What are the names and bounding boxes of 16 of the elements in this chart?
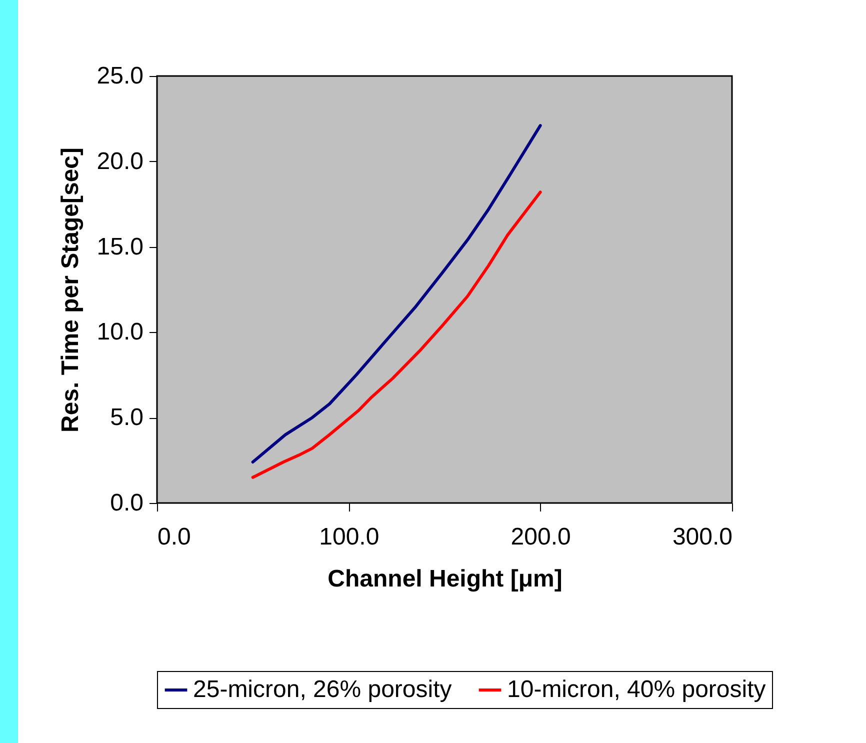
y-tick-label: 15.0: [96, 233, 144, 260]
x-tick-label: 0.0: [158, 524, 191, 550]
y-tick-label: 0.0: [110, 490, 144, 516]
x-tick-label: 200.0: [510, 524, 571, 550]
y-tick-label: 20.0: [96, 148, 144, 175]
x-axis-title: Channel Height [μm]: [328, 566, 562, 592]
y-tick-label: 5.0: [110, 404, 144, 432]
legend-label: 10-micron, 40% porosity: [507, 676, 766, 703]
y-tick-label: 10.0: [96, 318, 144, 346]
line-series: [251, 190, 542, 479]
line-series: [251, 124, 542, 464]
y-axis-title: Res. Time per Stage[sec]: [56, 147, 84, 433]
y-tick-label: 25.0: [96, 62, 144, 90]
legend-label: 25-micron, 26% porosity: [193, 676, 452, 703]
x-tick-label: 100.0: [319, 524, 380, 550]
x-tick-label: 300.0: [672, 524, 732, 550]
